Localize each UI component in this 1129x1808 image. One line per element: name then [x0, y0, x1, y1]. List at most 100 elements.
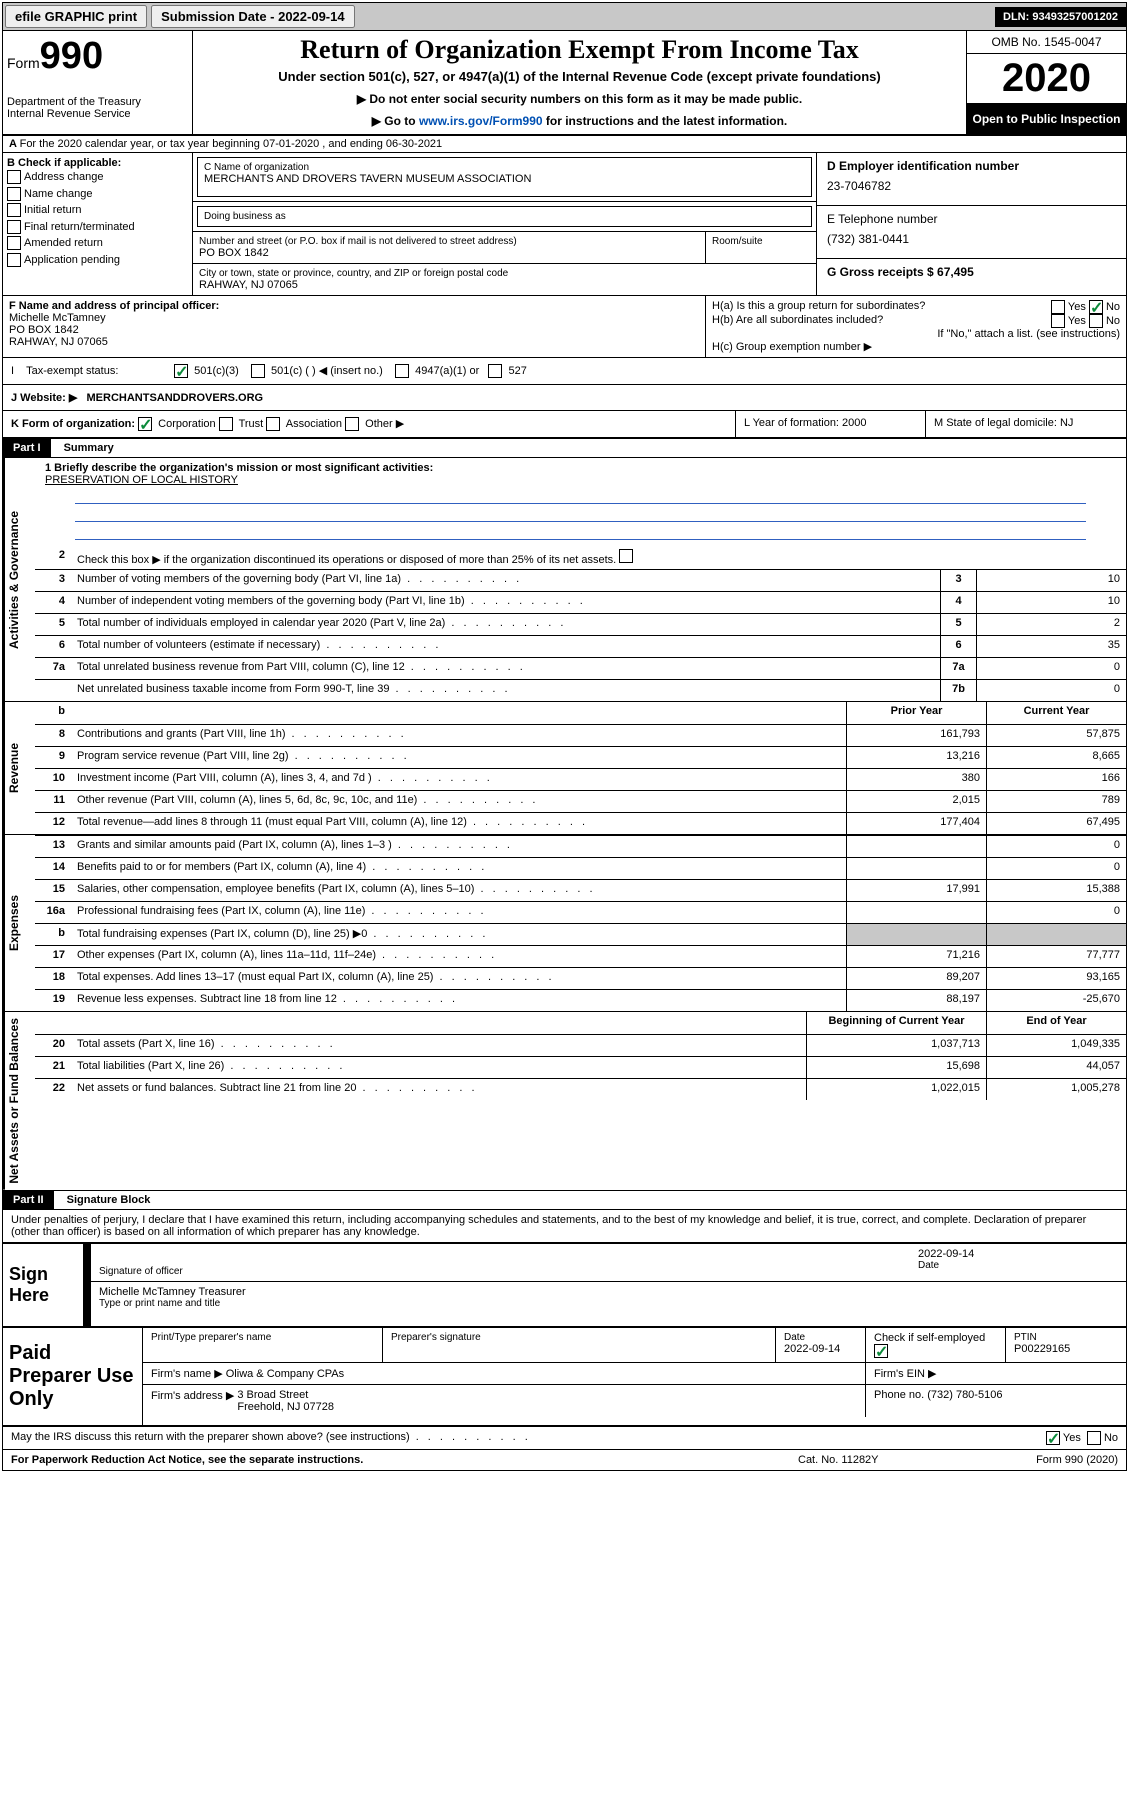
sig-date: 2022-09-14 — [918, 1248, 1118, 1260]
dln-label: DLN: 93493257001202 — [995, 7, 1126, 27]
cell-current: 1,049,335 — [986, 1035, 1126, 1056]
city-label: City or town, state or province, country… — [199, 268, 810, 279]
form-number: Form990 — [7, 35, 188, 78]
officer-addr2: RAHWAY, NJ 07065 — [9, 336, 699, 348]
ha-label: H(a) Is this a group return for subordin… — [712, 300, 925, 314]
hb-no[interactable] — [1089, 314, 1103, 328]
cell-current: 44,057 — [986, 1057, 1126, 1078]
paid-preparer-block: Paid Preparer Use Only Print/Type prepar… — [3, 1328, 1126, 1427]
street-row: Number and street (or P.O. box if mail i… — [193, 232, 816, 264]
q-text: Total number of individuals employed in … — [71, 614, 940, 635]
chk-other[interactable] — [345, 417, 359, 431]
q-text: Total assets (Part X, line 16) — [71, 1035, 806, 1056]
hb-yes[interactable] — [1051, 314, 1065, 328]
footer-cat: Cat. No. 11282Y — [798, 1454, 978, 1466]
street-value: PO BOX 1842 — [199, 247, 699, 259]
section-revenue: Revenue bPrior YearCurrent Year 8Contrib… — [3, 702, 1126, 835]
chk-501c[interactable] — [251, 364, 265, 378]
chk-final-return[interactable]: Final return/terminated — [7, 219, 188, 236]
top-toolbar: efile GRAPHIC print Submission Date - 20… — [3, 3, 1126, 31]
form-990-page: efile GRAPHIC print Submission Date - 20… — [2, 2, 1127, 1471]
q-val: 0 — [976, 658, 1126, 679]
q-text: Total fundraising expenses (Part IX, col… — [71, 924, 846, 945]
group-return-box: H(a) Is this a group return for subordin… — [706, 296, 1126, 357]
k-form-org: K Form of organization: Corporation Trus… — [3, 411, 736, 437]
paid-preparer-label: Paid Preparer Use Only — [3, 1328, 143, 1425]
submission-date-button[interactable]: Submission Date - 2022-09-14 — [151, 5, 355, 28]
vlabel-exp: Expenses — [3, 835, 35, 1011]
ha-no[interactable] — [1089, 300, 1103, 314]
q-box: 3 — [940, 570, 976, 591]
ha-yes[interactable] — [1051, 300, 1065, 314]
cell-current: 67,495 — [986, 813, 1126, 834]
dba-label: Doing business as — [204, 211, 805, 222]
chk-pending[interactable]: Application pending — [7, 252, 188, 269]
sig-officer-label: Signature of officer — [99, 1266, 918, 1277]
form-label: Form — [7, 55, 40, 71]
website-value: MERCHANTSANDDROVERS.ORG — [87, 392, 264, 404]
cell-prior: 161,793 — [846, 725, 986, 746]
m-state-domicile: M State of legal domicile: NJ — [926, 411, 1126, 437]
dba-box: Doing business as — [193, 202, 816, 232]
form-subtitle: Under section 501(c), 527, or 4947(a)(1)… — [197, 69, 962, 84]
q-box: 5 — [940, 614, 976, 635]
irs-link[interactable]: www.irs.gov/Form990 — [419, 114, 543, 128]
chk-initial-return[interactable]: Initial return — [7, 202, 188, 219]
q-text: Grants and similar amounts paid (Part IX… — [71, 836, 846, 857]
vlabel-rev: Revenue — [3, 702, 35, 834]
row-klm: K Form of organization: Corporation Trus… — [3, 411, 1126, 439]
discuss-yes[interactable] — [1046, 1431, 1060, 1445]
q-text: Professional fundraising fees (Part IX, … — [71, 902, 846, 923]
q-text: Revenue less expenses. Subtract line 18 … — [71, 990, 846, 1011]
footer-form: Form 990 (2020) — [978, 1454, 1118, 1466]
header-left: Form990 Department of the Treasury Inter… — [3, 31, 193, 134]
discuss-no[interactable] — [1087, 1431, 1101, 1445]
cell-grey — [846, 924, 986, 945]
chk-self-employed[interactable] — [874, 1344, 888, 1358]
page-footer: For Paperwork Reduction Act Notice, see … — [3, 1450, 1126, 1470]
chk-name-change[interactable]: Name change — [7, 186, 188, 203]
chk-trust[interactable] — [219, 417, 233, 431]
cell-current: 0 — [986, 858, 1126, 879]
q2-text: Check this box ▶ if the organization dis… — [71, 546, 1126, 569]
prep-ptin: P00229165 — [1014, 1343, 1118, 1355]
cell-grey — [986, 924, 1126, 945]
cell-current: 8,665 — [986, 747, 1126, 768]
chk-address-change[interactable]: Address change — [7, 169, 188, 186]
q-text: Total unrelated business revenue from Pa… — [71, 658, 940, 679]
prep-h4: Check if self-employed — [874, 1332, 985, 1344]
lbl-501c3: 501(c)(3) — [194, 365, 239, 377]
phone-label: E Telephone number — [827, 212, 1116, 226]
ein-value: 23-7046782 — [827, 173, 1116, 199]
section-governance: Activities & Governance 1 Briefly descri… — [3, 458, 1126, 702]
cell-current: 93,165 — [986, 968, 1126, 989]
chk-corp[interactable] — [138, 417, 152, 431]
lbl-527: 527 — [509, 365, 527, 377]
vlabel-net: Net Assets or Fund Balances — [3, 1012, 35, 1190]
mission-text: PRESERVATION OF LOCAL HISTORY — [45, 474, 1116, 486]
q2-checkbox[interactable] — [619, 549, 633, 563]
header-mid: Return of Organization Exempt From Incom… — [193, 31, 966, 134]
cell-current: 1,005,278 — [986, 1079, 1126, 1100]
col-b-label: B Check if applicable: — [7, 157, 188, 169]
chk-4947[interactable] — [395, 364, 409, 378]
chk-amended[interactable]: Amended return — [7, 235, 188, 252]
cell-prior: 1,022,015 — [806, 1079, 986, 1100]
hb-label: H(b) Are all subordinates included? — [712, 314, 883, 328]
efile-print-button[interactable]: efile GRAPHIC print — [5, 5, 147, 28]
note-link-pre: Go to — [384, 114, 419, 128]
firm-ein-label: Firm's EIN ▶ — [866, 1363, 1126, 1384]
q-text: Benefits paid to or for members (Part IX… — [71, 858, 846, 879]
org-name-box: C Name of organization MERCHANTS AND DRO… — [193, 153, 816, 202]
street-label: Number and street (or P.O. box if mail i… — [199, 236, 699, 247]
sig-name-label: Type or print name and title — [99, 1298, 1118, 1309]
hc-label: H(c) Group exemption number ▶ — [712, 340, 1120, 353]
chk-501c3[interactable] — [174, 364, 188, 378]
row-fh: F Name and address of principal officer:… — [3, 296, 1126, 358]
dept-label: Department of the Treasury Internal Reve… — [7, 96, 188, 120]
q-box: 4 — [940, 592, 976, 613]
firm-phone: Phone no. (732) 780-5106 — [866, 1385, 1126, 1417]
ein-box: D Employer identification number 23-7046… — [817, 153, 1126, 206]
chk-527[interactable] — [488, 364, 502, 378]
chk-assoc[interactable] — [266, 417, 280, 431]
